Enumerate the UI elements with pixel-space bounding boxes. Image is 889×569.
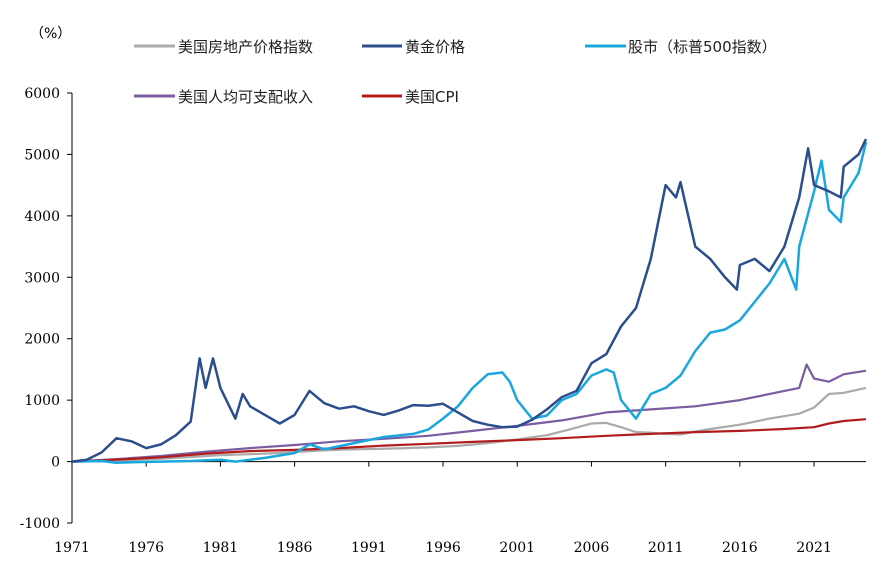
- x-tick-label: 2001: [499, 540, 535, 556]
- series-lines: [71, 138, 868, 465]
- x-tick-label: 1996: [425, 540, 461, 556]
- legend-item-income: 美国人均可支配收入: [134, 88, 313, 106]
- legend-item-gold: 黄金价格: [362, 38, 465, 56]
- y-tick-label: 0: [51, 455, 60, 471]
- y-tick-label: 3000: [24, 270, 60, 286]
- legend-label-house-price: 美国房地产价格指数: [178, 38, 313, 56]
- legend-label-income: 美国人均可支配收入: [178, 88, 313, 106]
- y-unit-label: （%）: [30, 26, 71, 42]
- x-tick-label: 1981: [203, 540, 239, 556]
- sp500-line: [71, 141, 868, 465]
- legend-label-gold: 黄金价格: [405, 38, 465, 56]
- x-tick-label: 1971: [54, 540, 90, 556]
- x-tick-label: 2021: [796, 540, 832, 556]
- house-price-line: [71, 386, 867, 463]
- legend-label-sp500: 股市（标普500指数）: [628, 38, 777, 56]
- legend-item-cpi: 美国CPI: [362, 88, 459, 106]
- y-tick-label: 1000: [24, 393, 60, 409]
- x-tick-label: 1991: [351, 540, 387, 556]
- income-line: [71, 363, 867, 463]
- legend-item-house-price: 美国房地产价格指数: [134, 38, 313, 56]
- x-axis: 1971 1976 1981 1986 1991 1996 2001 2006 2011 2016…: [54, 461, 866, 556]
- legend-label-cpi: 美国CPI: [405, 88, 459, 106]
- y-tick-label: 5000: [24, 147, 60, 163]
- y-tick-label: -1000: [20, 516, 60, 532]
- x-tick-label: 1986: [277, 540, 313, 556]
- x-tick-label: 2011: [648, 540, 684, 556]
- legend-item-sp500: 股市（标普500指数）: [585, 38, 777, 56]
- legend: 美国房地产价格指数 黄金价格 股市（标普500指数） 美国人均可支配收入 美国C…: [134, 38, 777, 106]
- cpi-line: [71, 418, 867, 463]
- y-tick-label: 6000: [24, 86, 60, 102]
- y-axis: -1000 0 1000 2000 3000 4000 5000 6000: [20, 86, 73, 532]
- y-tick-label: 4000: [24, 209, 60, 225]
- y-tick-label: 2000: [24, 332, 60, 348]
- x-tick-label: 2016: [722, 540, 758, 556]
- x-tick-label: 1976: [128, 540, 164, 556]
- gold-price-line: [71, 138, 868, 463]
- x-tick-label: 2006: [574, 540, 610, 556]
